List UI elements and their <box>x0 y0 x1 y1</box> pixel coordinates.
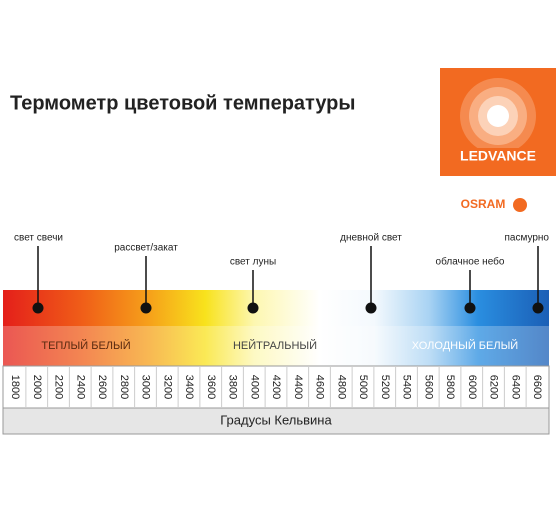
axis-label: Градусы Кельвина <box>220 412 332 427</box>
marker-label: свет свечи <box>14 233 63 244</box>
tick-label: 3400 <box>183 375 195 399</box>
marker-label: облачное небо <box>436 256 505 268</box>
tick-label: 6600 <box>531 375 543 399</box>
tick-label: 2200 <box>53 375 65 399</box>
marker-dot <box>32 302 44 314</box>
tick-label: 5200 <box>379 375 391 399</box>
marker-label: пасмурно <box>505 233 550 244</box>
marker-label: свет луны <box>230 257 276 268</box>
title: Термометр цветовой температуры <box>10 92 355 114</box>
osram-text: OSRAM <box>461 197 506 211</box>
tick-label: 4200 <box>270 375 282 399</box>
tick-label: 4800 <box>335 375 347 399</box>
zone-label: ТЕПЛЫЙ БЕЛЫЙ <box>41 339 130 352</box>
tick-label: 5800 <box>444 375 456 399</box>
tick-band <box>2 365 550 409</box>
tick-label: 4400 <box>292 375 304 399</box>
tick-label: 2600 <box>96 375 108 399</box>
marker-dot <box>532 302 544 314</box>
zone-label: НЕЙТРАЛЬНЫЙ <box>233 339 317 352</box>
axis-box <box>2 407 550 435</box>
logo-text: LEDVANCE <box>460 148 536 164</box>
tick-label: 5400 <box>401 375 413 399</box>
color-bar <box>3 290 549 366</box>
osram-icon <box>513 198 527 212</box>
tick-label: 3000 <box>140 375 152 399</box>
marker-dot <box>247 302 259 314</box>
marker-label: дневной свет <box>340 233 402 244</box>
tick-label: 6000 <box>466 375 478 399</box>
tick-label: 4000 <box>248 375 260 399</box>
tick-label: 3600 <box>205 375 217 399</box>
marker-dot <box>140 302 152 314</box>
tick-label: 2800 <box>118 375 130 399</box>
tick-label: 6400 <box>509 375 521 399</box>
tick-label: 3800 <box>227 375 239 399</box>
tick-label: 1800 <box>9 375 21 399</box>
marker-dot <box>464 302 476 314</box>
logo-icon <box>456 78 540 170</box>
zone-band <box>3 326 549 366</box>
tick-label: 5600 <box>422 375 434 399</box>
tick-label: 2000 <box>31 375 43 399</box>
marker-dot <box>365 302 377 314</box>
zone-label: ХОЛОДНЫЙ БЕЛЫЙ <box>412 339 518 352</box>
tick-label: 3200 <box>161 375 173 399</box>
marker-label: рассвет/закат <box>114 243 178 254</box>
tick-label: 2400 <box>74 375 86 399</box>
tick-label: 4600 <box>314 375 326 399</box>
tick-label: 6200 <box>488 375 500 399</box>
tick-label: 5000 <box>357 375 369 399</box>
